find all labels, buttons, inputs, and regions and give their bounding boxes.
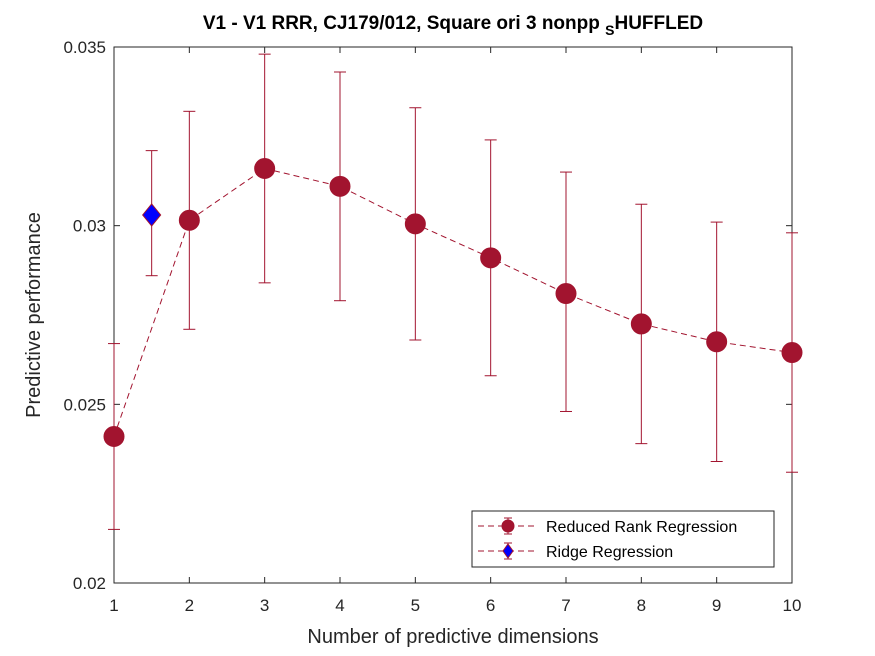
ridge-regression-point — [142, 203, 162, 227]
y-tick-label: 0.035 — [63, 38, 106, 57]
y-axis: 0.02 0.025 0.03 0.035 — [63, 38, 792, 593]
x-tick-label: 10 — [783, 596, 802, 615]
reduced-rank-regression-point — [404, 213, 426, 235]
reduced-rank-regression-point — [706, 331, 728, 353]
reduced-rank-regression-point — [103, 425, 125, 447]
x-tick-label: 8 — [637, 596, 646, 615]
x-axis-label: Number of predictive dimensions — [307, 626, 598, 648]
chart-title: V1 - V1 RRR, CJ179/012, Square ori 3 non… — [203, 13, 703, 38]
x-tick-label: 4 — [335, 596, 344, 615]
reduced-rank-regression-point — [555, 283, 577, 305]
legend: Reduced Rank Regression Ridge Regression — [471, 510, 775, 568]
x-tick-label: 3 — [260, 596, 269, 615]
reduced-rank-regression-point — [630, 313, 652, 335]
legend-marker-reduced-rank-regression — [501, 519, 515, 533]
y-tick-label: 0.025 — [63, 395, 106, 414]
y-axis-label: Predictive performance — [23, 212, 45, 418]
reduced-rank-regression-point — [178, 209, 200, 231]
legend-label-reduced-rank-regression: Reduced Rank Regression — [546, 519, 737, 536]
plot-area — [113, 46, 793, 584]
x-tick-label: 7 — [561, 596, 570, 615]
chart-title-subscript: S — [605, 22, 614, 38]
x-axis: 1 2 3 4 5 6 7 8 9 10 — [109, 47, 801, 615]
chart-title-tail: HUFFLED — [614, 13, 703, 34]
legend-label-ridge-regression: Ridge Regression — [546, 544, 673, 561]
y-tick-label: 0.02 — [73, 574, 106, 593]
x-tick-label: 5 — [411, 596, 420, 615]
legend-box — [471, 510, 775, 568]
x-tick-label: 2 — [185, 596, 194, 615]
chart-title-main: V1 - V1 RRR, CJ179/012, Square ori 3 non… — [203, 13, 605, 34]
x-tick-label: 6 — [486, 596, 495, 615]
reduced-rank-regression-point — [329, 175, 351, 197]
x-tick-label: 9 — [712, 596, 721, 615]
series-layer — [103, 53, 803, 530]
y-tick-label: 0.03 — [73, 217, 106, 236]
reduced-rank-regression-point — [480, 247, 502, 269]
legend-marker-ridge-regression — [502, 543, 514, 559]
legend-entries: Reduced Rank Regression Ridge Regression — [478, 517, 737, 561]
reduced-rank-regression-point — [781, 342, 803, 364]
reduced-rank-regression-point — [254, 157, 276, 179]
x-tick-label: 1 — [109, 596, 118, 615]
reduced-rank-regression-line — [113, 167, 793, 437]
